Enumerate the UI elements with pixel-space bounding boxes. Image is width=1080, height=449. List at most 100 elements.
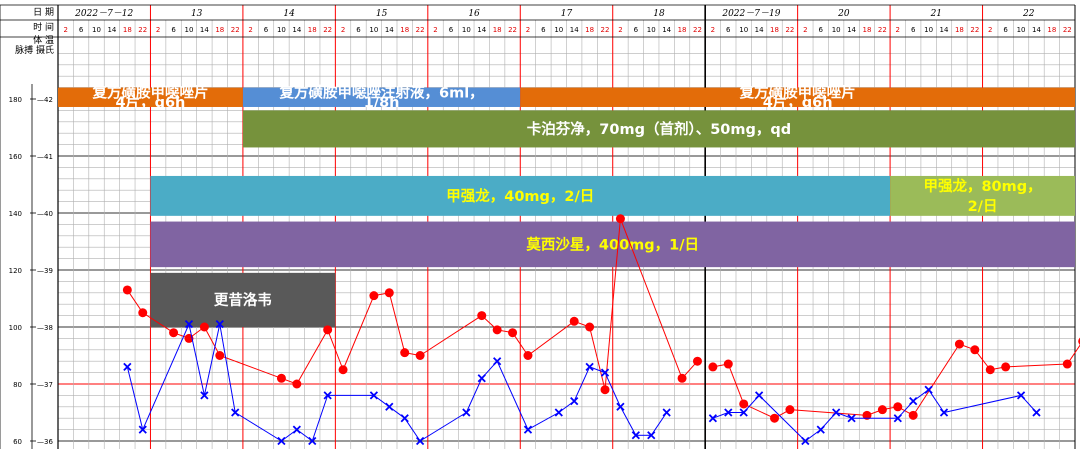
hour-label: 22 <box>693 26 702 34</box>
series-segment <box>527 320 575 356</box>
pulse-point-stroke <box>739 408 748 417</box>
pulse-point-stroke <box>616 402 625 411</box>
medication-bar-fill <box>58 87 243 107</box>
pulse-series <box>123 320 1041 446</box>
hour-label: 18 <box>400 26 409 34</box>
hour-label: 2 <box>988 26 992 34</box>
hour-label: 6 <box>1003 26 1008 34</box>
pulse-point-stroke <box>1016 391 1026 400</box>
temperature-point <box>677 373 687 383</box>
hour-label: 6 <box>79 26 84 34</box>
date-label: 21 <box>930 9 942 19</box>
date-label: 22 <box>1022 9 1035 19</box>
pulse-point-stroke <box>123 362 132 372</box>
pulse-point-stroke <box>647 431 656 440</box>
hour-label: 22 <box>323 26 332 34</box>
temperature-point <box>739 399 749 409</box>
series-segment <box>126 289 144 314</box>
series-segment <box>188 324 205 396</box>
hour-label: 2 <box>803 26 807 34</box>
date-label: 2022－7－19 <box>721 9 780 19</box>
medication-bar: 卡泊芬净，70mg（首剂）、50mg，qd <box>242 110 1076 148</box>
pulse-point-stroke <box>415 436 425 446</box>
medication-bar: 甲强龙，40mg，2/日 <box>150 175 891 216</box>
temp-tick-label: —38 <box>37 324 53 332</box>
temperature-point <box>970 345 980 355</box>
hour-label: 14 <box>200 26 209 34</box>
pulse-point <box>400 414 409 423</box>
pulse-point <box>708 414 718 423</box>
pulse-point <box>184 320 194 329</box>
hour-label: 6 <box>356 26 361 34</box>
pulse-point-stroke <box>939 408 949 417</box>
hour-label: 18 <box>955 26 964 34</box>
pulse-point <box>1016 391 1026 400</box>
date-label: 16 <box>468 9 480 19</box>
hour-label: 10 <box>554 26 563 34</box>
temperature-point <box>785 405 795 415</box>
medication-label: 复方磺胺甲噁唑片 <box>91 84 208 102</box>
hour-label: 14 <box>847 26 856 34</box>
series-segment <box>712 412 729 419</box>
series-segment <box>234 412 282 442</box>
medication-label: 4片，q6h <box>116 93 186 111</box>
series-segment <box>835 412 852 419</box>
hour-label: 6 <box>819 26 824 34</box>
hour-label: 10 <box>185 26 194 34</box>
pulse-point-stroke <box>570 396 579 406</box>
hour-label: 6 <box>449 26 454 34</box>
temperature-point <box>908 410 918 420</box>
medication-label: 1/8h <box>364 95 400 111</box>
pulse-point-stroke <box>893 414 902 423</box>
series-segment <box>296 329 329 385</box>
medication-label: 更昔洛韦 <box>214 291 272 309</box>
series-segment <box>758 395 806 442</box>
pulse-point-stroke <box>231 408 240 417</box>
hour-label: 6 <box>264 26 269 34</box>
series-segment <box>604 372 621 408</box>
pulse-point-stroke <box>477 374 486 383</box>
hour-label: 18 <box>123 26 132 34</box>
pulse-point-stroke <box>724 408 733 417</box>
pulse-point <box>523 425 533 434</box>
pulse-point <box>415 436 425 446</box>
pulse-point <box>308 436 317 446</box>
temperature-point <box>1062 359 1072 369</box>
pulse-point <box>724 408 733 417</box>
hour-label: 22 <box>508 26 517 34</box>
medication-bar-fill <box>150 175 891 216</box>
pulse-tick-label: 160 <box>9 153 22 161</box>
pulse-point-stroke <box>600 368 610 377</box>
hour-label: 14 <box>292 26 301 34</box>
pulse-point-stroke <box>662 408 671 417</box>
pulse-point <box>924 385 933 394</box>
medication-label: 甲强龙，80mg， <box>923 177 1041 195</box>
pulse-tick-label: 180 <box>9 96 22 104</box>
pulse-point <box>647 431 656 440</box>
temperature-point <box>600 385 610 395</box>
temperature-point <box>569 316 579 326</box>
date-label: 13 <box>191 9 203 19</box>
series-segment <box>311 395 329 442</box>
temperature-point <box>276 373 286 383</box>
medication-bar-fill <box>890 175 1075 216</box>
temperature-point <box>292 379 302 389</box>
hour-label: 18 <box>863 26 872 34</box>
pulse-point-stroke <box>292 425 301 434</box>
hour-label: 22 <box>1063 26 1072 34</box>
series-segment <box>342 295 375 370</box>
data-series <box>122 214 1080 446</box>
hour-label: 14 <box>385 26 394 34</box>
temp-tick-label: —37 <box>37 381 53 389</box>
temperature-point <box>1001 362 1011 372</box>
medication-bar: 甲强龙，80mg， 2/日 <box>890 175 1075 216</box>
pulse-point-stroke <box>754 391 764 400</box>
hour-label: 6 <box>634 26 639 34</box>
temperature-point <box>400 348 410 358</box>
series-segment <box>589 366 606 374</box>
hour-label: 10 <box>924 26 933 34</box>
series-segment <box>419 412 467 442</box>
series-segment <box>203 326 221 356</box>
